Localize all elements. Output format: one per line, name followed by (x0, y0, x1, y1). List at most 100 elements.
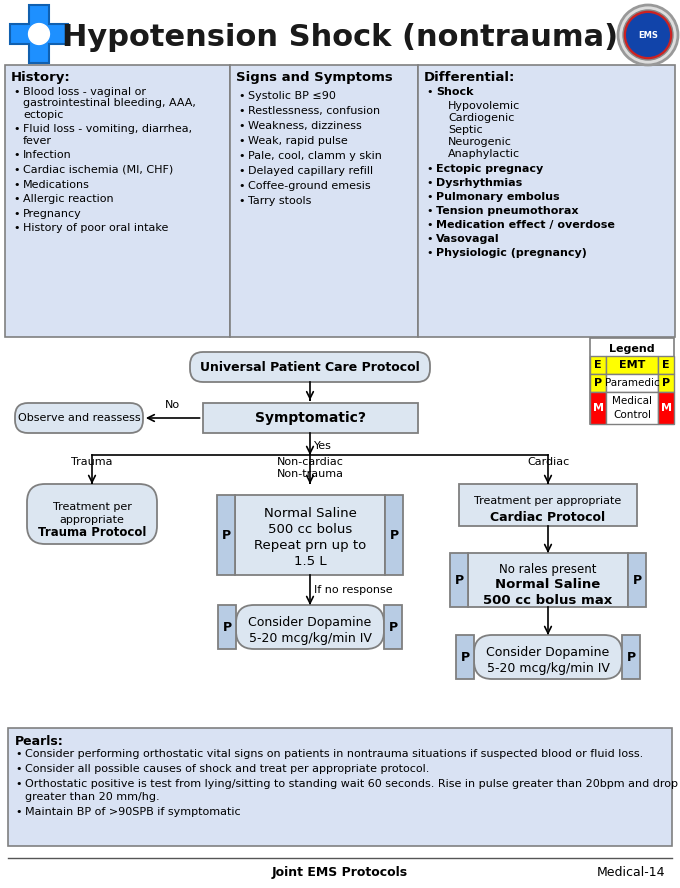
Text: •: • (15, 807, 22, 817)
Text: Vasovagal: Vasovagal (436, 234, 500, 244)
Text: •: • (238, 91, 245, 101)
Text: Pearls:: Pearls: (15, 735, 64, 748)
Text: No: No (165, 400, 180, 410)
Text: Paramedic: Paramedic (605, 378, 660, 388)
Text: Infection: Infection (23, 150, 72, 161)
Text: M: M (592, 403, 604, 413)
Text: E: E (662, 360, 670, 370)
Text: Symptomatic?: Symptomatic? (254, 411, 366, 425)
Text: •: • (238, 196, 245, 206)
Text: Cardiac Protocol: Cardiac Protocol (490, 511, 606, 524)
Text: Legend: Legend (609, 344, 655, 354)
FancyBboxPatch shape (230, 65, 418, 337)
Text: Medication effect / overdose: Medication effect / overdose (436, 220, 615, 230)
Text: •: • (238, 121, 245, 131)
FancyBboxPatch shape (606, 356, 658, 374)
Text: History of poor oral intake: History of poor oral intake (23, 223, 169, 233)
Text: •: • (13, 87, 20, 97)
Text: fever: fever (23, 136, 52, 146)
Text: P: P (222, 528, 231, 542)
Text: Anaphylactic: Anaphylactic (448, 149, 520, 159)
Text: •: • (426, 248, 432, 258)
Text: P: P (460, 651, 470, 663)
Text: 1.5 L: 1.5 L (294, 555, 326, 568)
Text: Maintain BP of >90SPB if symptomatic: Maintain BP of >90SPB if symptomatic (25, 807, 241, 817)
Text: Signs and Symptoms: Signs and Symptoms (236, 71, 393, 84)
Text: Delayed capillary refill: Delayed capillary refill (248, 166, 373, 176)
Text: Orthostatic positive is test from lying/sitting to standing wait 60 seconds. Ris: Orthostatic positive is test from lying/… (25, 779, 680, 789)
FancyBboxPatch shape (418, 65, 675, 337)
Text: EMT: EMT (619, 360, 645, 370)
Text: Weak, rapid pulse: Weak, rapid pulse (248, 136, 347, 146)
Text: Repeat prn up to: Repeat prn up to (254, 539, 366, 552)
Text: Blood loss - vaginal or: Blood loss - vaginal or (23, 87, 146, 97)
Text: •: • (15, 779, 22, 789)
Text: P: P (662, 378, 670, 388)
Text: Hypovolemic: Hypovolemic (448, 101, 520, 111)
Text: •: • (238, 181, 245, 191)
FancyBboxPatch shape (590, 392, 606, 424)
Circle shape (626, 13, 670, 57)
Text: Yes: Yes (314, 441, 332, 451)
Text: If no response: If no response (314, 585, 392, 595)
Text: Coffee-ground emesis: Coffee-ground emesis (248, 181, 371, 191)
Text: P: P (632, 574, 641, 586)
FancyBboxPatch shape (15, 403, 143, 433)
Text: +: + (33, 27, 45, 41)
Text: Pulmonary embolus: Pulmonary embolus (436, 192, 560, 202)
FancyBboxPatch shape (590, 374, 606, 392)
FancyBboxPatch shape (468, 553, 628, 607)
Text: •: • (13, 223, 20, 233)
Text: •: • (13, 179, 20, 189)
FancyBboxPatch shape (590, 356, 606, 374)
FancyBboxPatch shape (459, 484, 637, 526)
Text: History:: History: (11, 71, 71, 84)
FancyBboxPatch shape (27, 484, 157, 544)
Text: Trauma Protocol: Trauma Protocol (38, 526, 146, 539)
Text: •: • (426, 87, 432, 97)
Text: Pale, cool, clamm y skin: Pale, cool, clamm y skin (248, 151, 382, 161)
Text: •: • (426, 220, 432, 230)
Text: •: • (238, 166, 245, 176)
Text: •: • (426, 234, 432, 244)
FancyBboxPatch shape (385, 495, 403, 575)
FancyBboxPatch shape (190, 352, 430, 382)
Text: Tarry stools: Tarry stools (248, 196, 311, 206)
Text: Non-cardiac
Non-trauma: Non-cardiac Non-trauma (277, 457, 343, 480)
Text: No rales present: No rales present (499, 563, 597, 576)
FancyBboxPatch shape (622, 635, 640, 679)
FancyBboxPatch shape (658, 356, 674, 374)
Text: greater than 20 mm/hg.: greater than 20 mm/hg. (25, 792, 160, 802)
Text: Treatment per appropriate: Treatment per appropriate (475, 496, 622, 506)
Text: •: • (15, 749, 22, 759)
Text: Consider all possible causes of shock and treat per appropriate protocol.: Consider all possible causes of shock an… (25, 764, 429, 774)
FancyBboxPatch shape (456, 635, 474, 679)
Polygon shape (10, 5, 68, 63)
Text: Shock: Shock (436, 87, 473, 97)
Text: Allergic reaction: Allergic reaction (23, 194, 114, 204)
Text: P: P (222, 621, 232, 633)
Text: Medical
Control: Medical Control (612, 396, 652, 420)
Text: Cardiogenic: Cardiogenic (448, 113, 514, 123)
FancyBboxPatch shape (590, 338, 674, 424)
Text: •: • (426, 178, 432, 188)
Text: •: • (426, 164, 432, 174)
FancyBboxPatch shape (658, 374, 674, 392)
Text: Tension pneumothorax: Tension pneumothorax (436, 206, 579, 216)
Text: •: • (426, 206, 432, 216)
Text: Systolic BP ≤90: Systolic BP ≤90 (248, 91, 336, 101)
Text: •: • (13, 209, 20, 218)
Text: Trauma: Trauma (71, 457, 113, 467)
Text: Neurogenic: Neurogenic (448, 137, 512, 147)
FancyBboxPatch shape (8, 728, 672, 846)
Text: P: P (626, 651, 636, 663)
FancyBboxPatch shape (5, 65, 230, 337)
Text: Medications: Medications (23, 179, 90, 189)
Text: Medical-14: Medical-14 (596, 866, 665, 879)
Text: •: • (15, 764, 22, 774)
Circle shape (623, 10, 673, 60)
Text: 500 cc bolus: 500 cc bolus (268, 523, 352, 536)
Text: Cardiac ischemia (MI, CHF): Cardiac ischemia (MI, CHF) (23, 165, 173, 175)
FancyBboxPatch shape (235, 495, 385, 575)
Circle shape (29, 24, 50, 44)
